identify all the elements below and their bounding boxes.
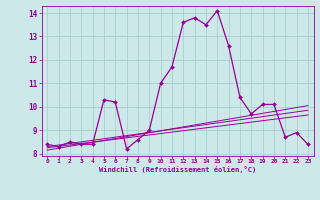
X-axis label: Windchill (Refroidissement éolien,°C): Windchill (Refroidissement éolien,°C): [99, 166, 256, 173]
